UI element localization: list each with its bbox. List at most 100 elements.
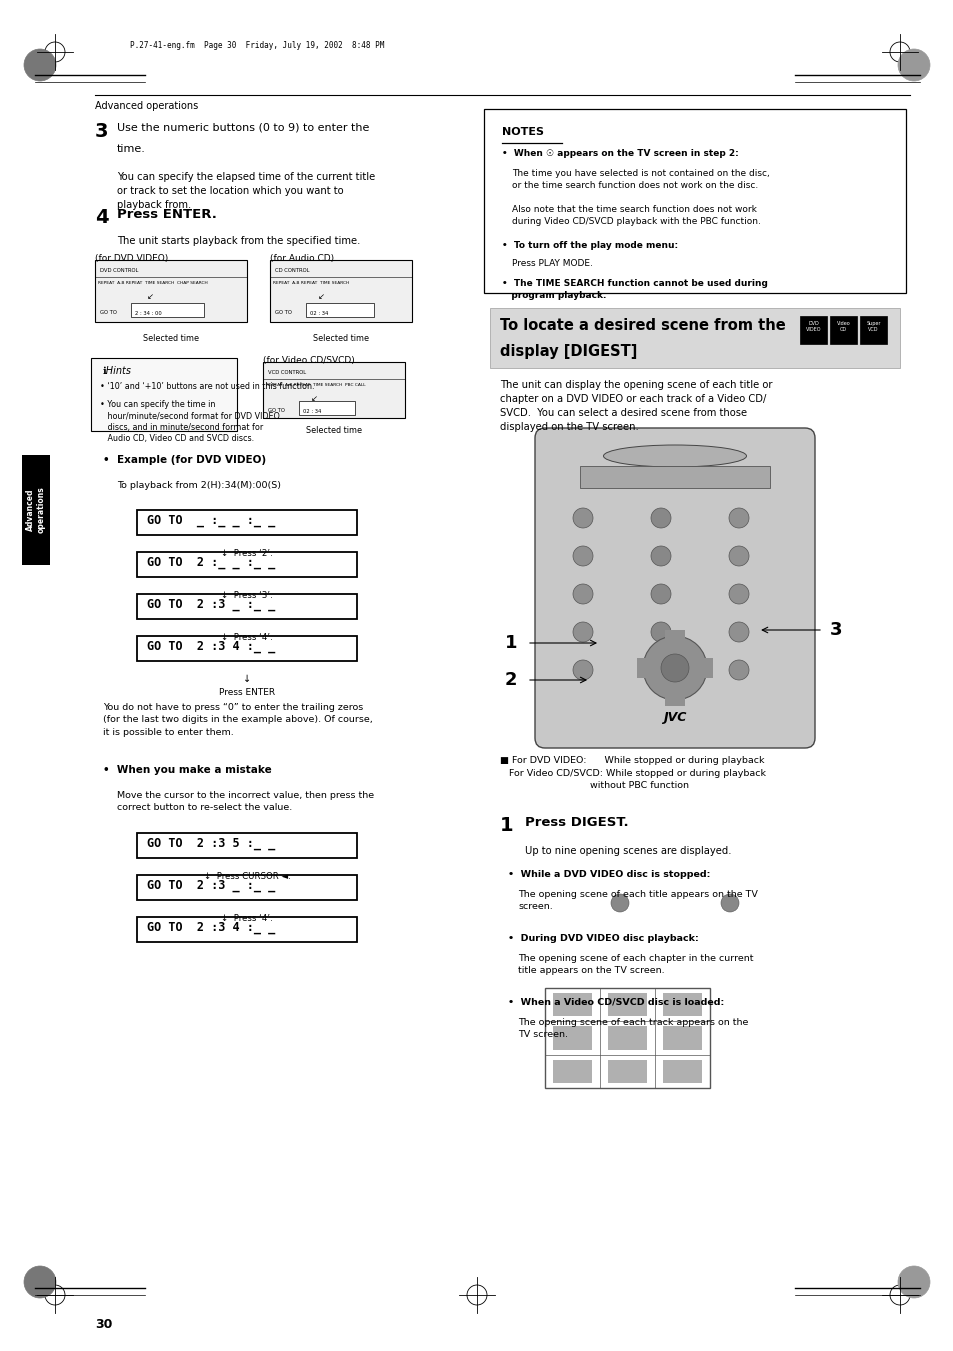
Text: ■ For DVD VIDEO:      While stopped or during playback
   For Video CD/SVCD: Whi: ■ For DVD VIDEO: While stopped or during… (499, 757, 765, 790)
Circle shape (610, 894, 628, 912)
FancyBboxPatch shape (306, 303, 374, 317)
Circle shape (897, 49, 929, 81)
Text: •  When you make a mistake: • When you make a mistake (103, 765, 272, 775)
FancyBboxPatch shape (859, 316, 886, 345)
Text: JVC: JVC (662, 712, 686, 724)
Circle shape (650, 661, 670, 680)
Text: •  When a Video CD/SVCD disc is loaded:: • When a Video CD/SVCD disc is loaded: (507, 998, 723, 1006)
Text: Selected time: Selected time (313, 334, 369, 343)
Circle shape (728, 661, 748, 680)
Text: REPEAT  A-B REPEAT  TIME SEARCH  CHAP SEARCH: REPEAT A-B REPEAT TIME SEARCH CHAP SEARC… (98, 281, 208, 285)
Bar (692, 658, 712, 678)
FancyBboxPatch shape (263, 362, 405, 417)
Bar (553, 993, 591, 1016)
Circle shape (728, 546, 748, 566)
Text: The time you have selected is not contained on the disc,
or the time search func: The time you have selected is not contai… (512, 169, 769, 189)
Text: Example (for DVD VIDEO): Example (for DVD VIDEO) (117, 455, 266, 465)
Text: Move the cursor to the incorrect value, then press the
correct button to re-sele: Move the cursor to the incorrect value, … (117, 790, 374, 812)
Text: GO TO  2 :3 _ :_ _: GO TO 2 :3 _ :_ _ (147, 598, 275, 611)
Circle shape (573, 661, 593, 680)
Bar (662, 1027, 701, 1050)
Text: display [DIGEST]: display [DIGEST] (499, 345, 637, 359)
Text: The unit can display the opening scene of each title or
chapter on a DVD VIDEO o: The unit can display the opening scene o… (499, 380, 772, 432)
Circle shape (728, 584, 748, 604)
Circle shape (897, 1266, 929, 1298)
Text: •  To turn off the play mode menu:: • To turn off the play mode menu: (501, 240, 678, 250)
Text: (for DVD VIDEO): (for DVD VIDEO) (95, 254, 168, 263)
Text: CD CONTROL: CD CONTROL (274, 267, 309, 273)
Text: ↓: ↓ (243, 674, 251, 684)
FancyBboxPatch shape (579, 466, 769, 488)
Circle shape (650, 508, 670, 528)
Bar (664, 630, 684, 650)
Text: REPEAT  A-B REPEAT  TIME SEARCH: REPEAT A-B REPEAT TIME SEARCH (273, 281, 349, 285)
Circle shape (650, 621, 670, 642)
Circle shape (573, 508, 593, 528)
Circle shape (650, 584, 670, 604)
Text: The opening scene of each title appears on the TV
screen.: The opening scene of each title appears … (517, 890, 757, 911)
FancyBboxPatch shape (137, 553, 356, 577)
Text: • ‘10’ and ‘+10’ buttons are not used in this function.: • ‘10’ and ‘+10’ buttons are not used in… (100, 382, 314, 390)
Text: • You can specify the time in
   hour/minute/second format for DVD VIDEO
   disc: • You can specify the time in hour/minut… (100, 400, 279, 443)
Text: Advanced operations: Advanced operations (95, 101, 198, 111)
Text: GO TO  2 :3 4 :_ _: GO TO 2 :3 4 :_ _ (147, 640, 275, 653)
Text: (for Video CD/SVCD): (for Video CD/SVCD) (263, 357, 355, 365)
Text: 02 : 34: 02 : 34 (310, 311, 328, 316)
Bar (22, 455, 50, 565)
FancyBboxPatch shape (137, 594, 356, 619)
Circle shape (728, 508, 748, 528)
Bar (662, 1059, 701, 1084)
FancyBboxPatch shape (137, 917, 356, 942)
Text: Advanced
operations: Advanced operations (26, 486, 46, 534)
Circle shape (573, 584, 593, 604)
Text: 1: 1 (504, 634, 517, 653)
Text: ↓  Press CURSOR ◄.: ↓ Press CURSOR ◄. (203, 871, 290, 881)
Text: The unit starts playback from the specified time.: The unit starts playback from the specif… (117, 236, 360, 246)
Bar (553, 1059, 591, 1084)
Text: Selected time: Selected time (143, 334, 199, 343)
Text: ↓  Press ‘4’.: ↓ Press ‘4’. (221, 915, 273, 923)
Text: DVD CONTROL: DVD CONTROL (100, 267, 138, 273)
Text: GO TO: GO TO (100, 309, 117, 315)
Text: GO TO  2 :3 5 :_ _: GO TO 2 :3 5 :_ _ (147, 838, 275, 850)
Text: ↓  Press ‘3’.: ↓ Press ‘3’. (221, 590, 273, 600)
Text: You do not have to press “0” to enter the trailing zeros
(for the last two digit: You do not have to press “0” to enter th… (103, 703, 373, 738)
Text: •  When ☉ appears on the TV screen in step 2:: • When ☉ appears on the TV screen in ste… (501, 149, 738, 158)
FancyBboxPatch shape (95, 259, 247, 322)
Text: ↓  Press ‘2’.: ↓ Press ‘2’. (221, 549, 273, 558)
Text: 30: 30 (95, 1319, 112, 1331)
Text: Video
CD: Video CD (836, 322, 849, 332)
Text: ↙: ↙ (317, 292, 325, 301)
FancyBboxPatch shape (137, 834, 356, 858)
Text: Selected time: Selected time (306, 426, 361, 435)
FancyBboxPatch shape (535, 428, 814, 748)
Text: REPEAT  A-B REPEAT  TIME SEARCH  PBC CALL: REPEAT A-B REPEAT TIME SEARCH PBC CALL (266, 382, 365, 386)
Text: 2 : 34 : 00: 2 : 34 : 00 (135, 311, 162, 316)
Text: •  During DVD VIDEO disc playback:: • During DVD VIDEO disc playback: (507, 934, 698, 943)
Text: ↙: ↙ (311, 394, 317, 403)
Bar (608, 993, 646, 1016)
Text: The opening scene of each track appears on the
TV screen.: The opening scene of each track appears … (517, 1019, 747, 1039)
Text: Press PLAY MODE.: Press PLAY MODE. (512, 259, 592, 267)
Text: Press DIGEST.: Press DIGEST. (524, 816, 628, 830)
Text: 1: 1 (499, 816, 513, 835)
Bar (637, 658, 657, 678)
Text: NOTES: NOTES (501, 127, 543, 136)
Bar (608, 1059, 646, 1084)
FancyBboxPatch shape (137, 636, 356, 661)
Text: To locate a desired scene from the: To locate a desired scene from the (499, 317, 785, 332)
Circle shape (573, 546, 593, 566)
Text: VCD CONTROL: VCD CONTROL (268, 370, 306, 376)
Text: Press ENTER.: Press ENTER. (117, 208, 216, 222)
Text: 4: 4 (95, 208, 109, 227)
Circle shape (660, 654, 688, 682)
Ellipse shape (603, 444, 745, 467)
Text: GO TO: GO TO (274, 309, 292, 315)
FancyBboxPatch shape (829, 316, 856, 345)
Circle shape (728, 621, 748, 642)
FancyBboxPatch shape (298, 401, 355, 415)
FancyBboxPatch shape (800, 316, 826, 345)
Text: GO TO  _ :_ _ :_ _: GO TO _ :_ _ :_ _ (147, 513, 275, 527)
Text: time.: time. (117, 145, 146, 154)
Circle shape (24, 1266, 56, 1298)
